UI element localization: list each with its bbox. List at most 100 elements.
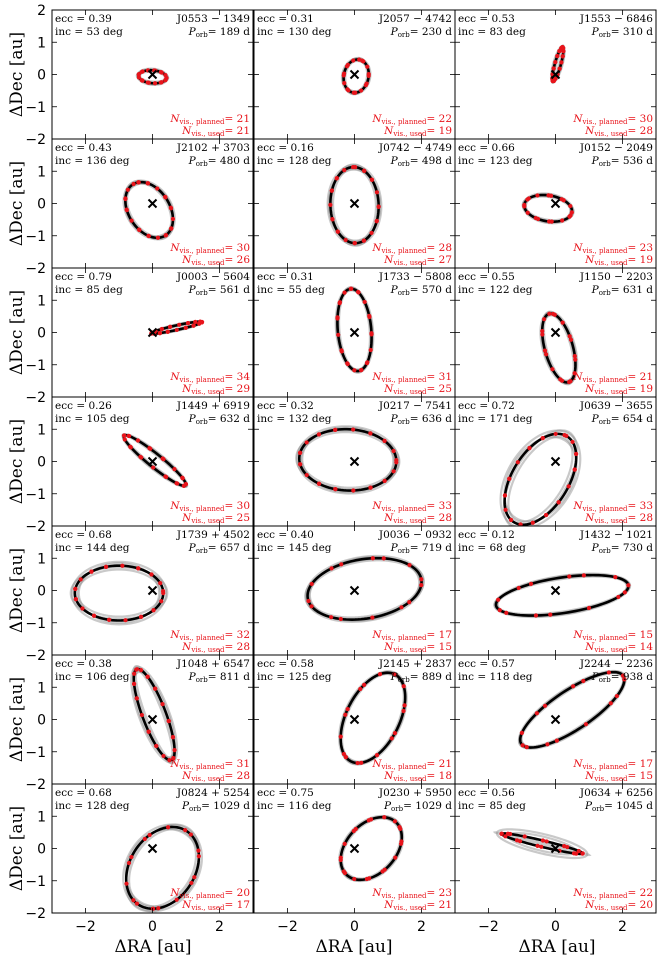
epoch-point xyxy=(342,290,347,295)
n-vis-used-subscript: vis., used xyxy=(593,517,628,525)
epoch-point xyxy=(164,474,169,480)
epoch-point xyxy=(136,75,142,80)
target-name: J1553 − 6846 xyxy=(579,13,653,25)
epoch-point xyxy=(355,289,361,295)
epoch-point xyxy=(419,577,424,582)
ecc-label: ecc = 0.31 xyxy=(257,271,314,283)
epoch-point xyxy=(369,230,374,236)
orbit-best-fit xyxy=(336,287,373,373)
epoch-point xyxy=(550,367,555,372)
inc-label: inc = 85 deg xyxy=(458,800,526,812)
inc-label: inc = 128 deg xyxy=(55,800,130,812)
inc-label: inc = 53 deg xyxy=(55,26,123,38)
epoch-point xyxy=(103,564,109,569)
n-vis-planned-value: = 32 xyxy=(225,629,251,641)
n-vis-planned-value: = 21 xyxy=(628,371,654,383)
epoch-point xyxy=(183,828,188,833)
epoch-point xyxy=(183,325,188,330)
epoch-point xyxy=(553,60,558,65)
epoch-point xyxy=(573,357,578,362)
n-vis-used-value: = 19 xyxy=(628,383,654,395)
period-subscript: orb xyxy=(592,805,605,813)
n-vis-planned-symbol: N xyxy=(371,113,382,125)
epoch-point xyxy=(392,819,398,824)
ecc-label: ecc = 0.40 xyxy=(257,529,314,541)
plot-area xyxy=(338,670,408,766)
period-value: = 1045 d xyxy=(604,800,653,812)
epoch-point xyxy=(547,311,552,316)
epoch-point xyxy=(574,851,579,856)
epoch-point xyxy=(583,722,589,727)
epoch-point xyxy=(524,745,529,750)
ecc-label: ecc = 0.12 xyxy=(458,529,515,541)
n-vis-used-value: = 27 xyxy=(427,254,453,266)
n-vis-used-subscript: vis., used xyxy=(593,388,628,396)
epoch-point xyxy=(518,522,523,526)
epoch-point xyxy=(180,475,185,480)
epoch-point xyxy=(381,556,386,561)
epoch-point xyxy=(554,738,559,743)
epoch-point xyxy=(166,825,171,830)
n-vis-planned: Nvis., planned= 17 xyxy=(371,629,452,642)
epoch-point xyxy=(342,81,347,86)
epoch-point xyxy=(123,618,128,623)
epoch-point xyxy=(174,897,179,902)
orbit-sample-3 xyxy=(499,429,582,526)
y-tick-label: 1 xyxy=(37,809,46,825)
n-vis-planned-symbol: N xyxy=(169,371,180,383)
epoch-point xyxy=(503,834,508,839)
n-vis-used-symbol: N xyxy=(584,641,595,653)
plot-area xyxy=(492,828,592,860)
epoch-point xyxy=(155,186,160,191)
epoch-point xyxy=(522,834,527,839)
epoch-point xyxy=(149,572,154,577)
n-vis-used-value: = 28 xyxy=(628,512,654,524)
n-vis-planned-subscript: vis., planned xyxy=(381,247,428,255)
epoch-point xyxy=(534,711,539,716)
period-symbol: P xyxy=(591,413,600,425)
epoch-point xyxy=(298,462,303,467)
epoch-point xyxy=(337,301,342,306)
epoch-point xyxy=(352,876,357,882)
epoch-point xyxy=(399,605,404,610)
epoch-point xyxy=(134,901,140,906)
plot-area xyxy=(69,560,169,626)
epoch-point xyxy=(402,703,407,708)
n-vis-planned: Nvis., planned= 21 xyxy=(371,758,452,771)
n-vis-planned-subscript: vis., planned xyxy=(179,892,226,900)
y-axis-label: ΔDec [au] xyxy=(7,419,27,504)
period-symbol: P xyxy=(188,284,197,296)
epoch-point xyxy=(502,493,508,498)
epoch-point xyxy=(355,760,360,766)
target-name: J0824 + 5254 xyxy=(176,787,250,799)
period-symbol: P xyxy=(591,155,600,167)
epoch-point xyxy=(391,448,396,454)
period-value: = 498 d xyxy=(410,155,453,167)
y-axis-label: ΔDec [au] xyxy=(7,548,27,633)
epoch-point xyxy=(540,329,545,334)
epoch-point xyxy=(397,825,402,830)
epoch-point xyxy=(128,445,133,450)
epoch-point xyxy=(525,197,530,202)
epoch-point xyxy=(151,465,156,470)
epoch-point xyxy=(199,320,204,325)
plot-area xyxy=(304,554,425,623)
ecc-label: ecc = 0.16 xyxy=(257,142,314,154)
ecc-label: ecc = 0.38 xyxy=(55,658,112,670)
period-label: Porb= 938 d xyxy=(591,671,654,684)
epoch-point xyxy=(191,323,196,328)
epoch-point xyxy=(163,72,168,78)
epoch-point xyxy=(338,616,343,622)
period-label: Porb= 536 d xyxy=(591,155,654,168)
epoch-point xyxy=(353,90,358,95)
epoch-point xyxy=(614,693,619,699)
epoch-point xyxy=(155,235,161,240)
period-subscript: orb xyxy=(398,547,411,555)
n-vis-used-symbol: N xyxy=(383,383,394,395)
period-subscript: orb xyxy=(398,676,411,684)
star-marker xyxy=(349,714,360,725)
